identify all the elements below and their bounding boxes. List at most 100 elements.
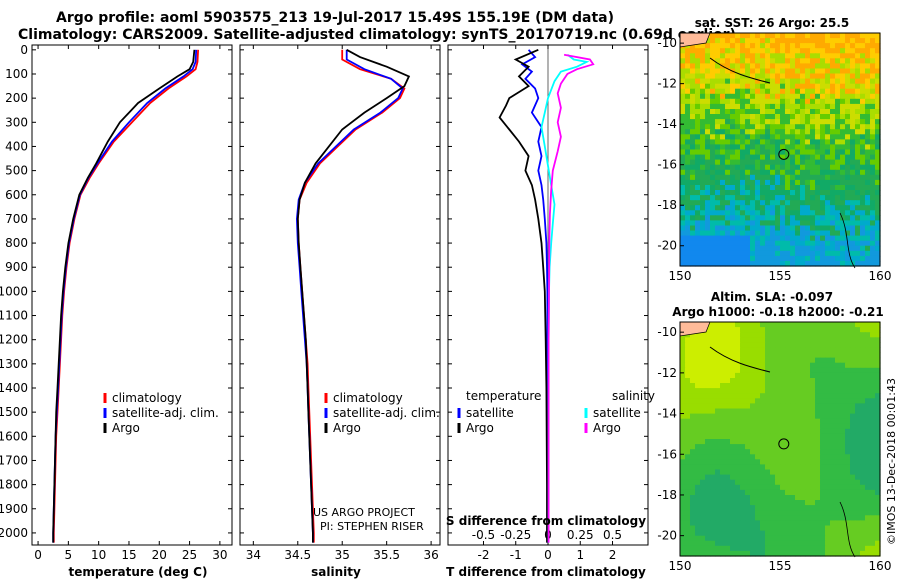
map-cell — [825, 174, 831, 181]
map-cell — [865, 235, 871, 242]
map-cell — [705, 225, 711, 232]
map-cell — [740, 403, 746, 410]
depth-tick-label: 300 — [5, 115, 28, 129]
map-cell — [690, 439, 696, 445]
map-cell — [815, 109, 821, 115]
map-cell — [850, 240, 856, 247]
map-cell — [785, 383, 791, 389]
map-cell — [770, 205, 776, 211]
map-cell — [735, 525, 741, 532]
map-cell — [715, 78, 721, 85]
map-cell — [685, 525, 691, 532]
map-cell — [745, 550, 751, 557]
map-cell — [755, 418, 761, 425]
map-cell — [765, 220, 771, 227]
map-cell — [875, 124, 881, 130]
map-cell — [795, 372, 801, 379]
map-cell — [710, 403, 716, 410]
map-cell — [800, 88, 806, 95]
map-cell — [795, 550, 801, 557]
map-cell — [765, 205, 771, 211]
map-cell — [695, 479, 701, 486]
map-cell — [850, 88, 856, 95]
map-cell — [845, 489, 851, 496]
map-cell — [830, 205, 836, 211]
map-cell — [680, 362, 686, 369]
map-cell — [715, 144, 721, 151]
map-cell — [690, 449, 696, 455]
map-cell — [740, 337, 746, 343]
map-cell — [765, 322, 771, 328]
map-cell — [805, 495, 811, 501]
map-cell — [750, 398, 756, 404]
map-cell — [830, 469, 836, 476]
map-cell — [710, 240, 716, 247]
map-cell — [850, 48, 856, 54]
map-cell — [735, 484, 741, 491]
map-cell — [870, 240, 876, 247]
map-cell — [685, 98, 691, 105]
map-cell — [835, 393, 841, 399]
map-cell — [705, 53, 711, 59]
map-cell — [745, 449, 751, 455]
map-cell — [855, 474, 861, 481]
map-cell — [750, 510, 756, 516]
map-cell — [815, 119, 821, 125]
map-cell — [815, 484, 821, 491]
map-cell — [735, 337, 741, 343]
map-cell — [680, 53, 686, 59]
map-cell — [770, 129, 776, 135]
map-cell — [745, 464, 751, 471]
map-cell — [755, 129, 761, 135]
map-cell — [790, 83, 796, 90]
map-cell — [760, 200, 766, 206]
map-cell — [840, 53, 846, 59]
map-cell — [770, 134, 776, 140]
map-cell — [785, 525, 791, 532]
map-cell — [840, 124, 846, 130]
map-cell — [825, 169, 831, 176]
map-cell — [715, 109, 721, 115]
map-cell — [755, 200, 761, 206]
map-cell — [770, 520, 776, 527]
map-cell — [690, 540, 696, 547]
map-cell — [755, 245, 761, 252]
map-cell — [785, 205, 791, 211]
map-cell — [780, 362, 786, 369]
map-cell — [850, 68, 856, 75]
map-cell — [770, 240, 776, 247]
map-cell — [835, 124, 841, 130]
map-cell — [685, 515, 691, 521]
map-cell — [700, 190, 706, 196]
map-cell — [790, 93, 796, 100]
map-cell — [705, 129, 711, 135]
map-cell — [860, 63, 866, 70]
map-cell — [760, 535, 766, 542]
map-cell — [820, 210, 826, 216]
map-cell — [830, 474, 836, 481]
map-cell — [720, 260, 726, 267]
map-cell — [810, 505, 816, 511]
map-cell — [775, 114, 781, 120]
map-cell — [805, 260, 811, 267]
map-cell — [850, 489, 856, 496]
map-cell — [775, 139, 781, 146]
map-cell — [795, 225, 801, 232]
map-cell — [820, 174, 826, 181]
map-cell — [810, 515, 816, 521]
map-cell — [805, 439, 811, 445]
map-cell — [830, 220, 836, 227]
map-cell — [770, 540, 776, 547]
map-cell — [685, 495, 691, 501]
map-cell — [730, 525, 736, 532]
map-cell — [735, 210, 741, 216]
map-cell — [730, 240, 736, 247]
map-cell — [775, 327, 781, 333]
map-cell — [835, 550, 841, 557]
map-cell — [815, 469, 821, 476]
map-cell — [810, 210, 816, 216]
map-cell — [685, 78, 691, 85]
map-cell — [850, 347, 856, 354]
map-cell — [730, 433, 736, 440]
map-cell — [720, 129, 726, 135]
